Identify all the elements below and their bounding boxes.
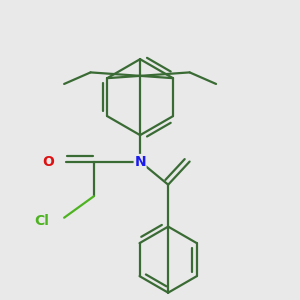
Text: N: N	[134, 154, 146, 169]
Text: Cl: Cl	[34, 214, 49, 228]
Text: O: O	[42, 154, 54, 169]
